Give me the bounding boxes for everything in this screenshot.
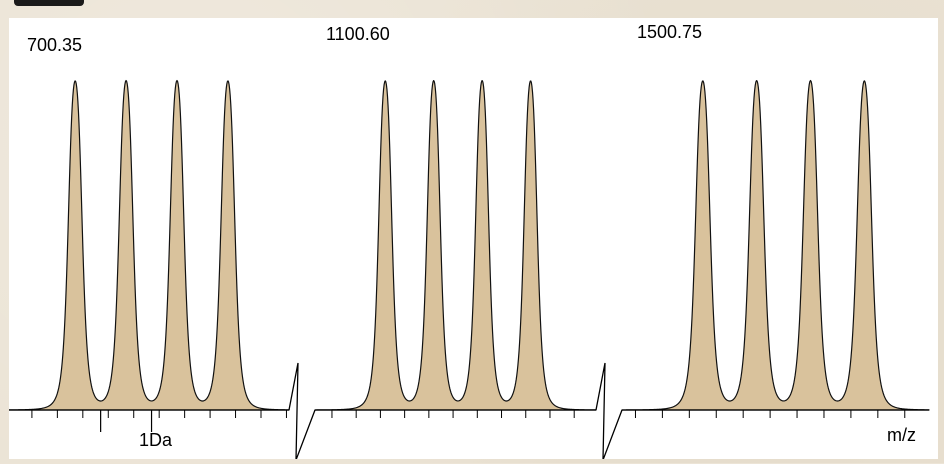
isotope-envelope-3 — [622, 81, 929, 410]
plot-panel: m/z 1Da 700.35 1100.60 1500.75 — [9, 18, 938, 459]
peak-group-1 — [9, 81, 289, 410]
cropped-title-fragment — [14, 0, 84, 6]
panel-label-1: 700.35 — [27, 35, 82, 55]
isotope-spectrum-chart: m/z 1Da 700.35 1100.60 1500.75 — [9, 18, 938, 459]
peak-group-3 — [622, 81, 929, 410]
panel-label-2: 1100.60 — [326, 24, 390, 44]
axis-break-2 — [596, 363, 622, 459]
peaks-layer — [9, 81, 929, 410]
peak-group-2 — [315, 81, 596, 410]
x-axis-label: m/z — [887, 425, 916, 445]
isotope-envelope-2 — [315, 81, 596, 410]
panel-label-3: 1500.75 — [637, 22, 702, 42]
scale-bar-label: 1Da — [139, 430, 173, 450]
axis-break-1 — [289, 363, 315, 459]
isotope-envelope-1 — [9, 81, 289, 410]
